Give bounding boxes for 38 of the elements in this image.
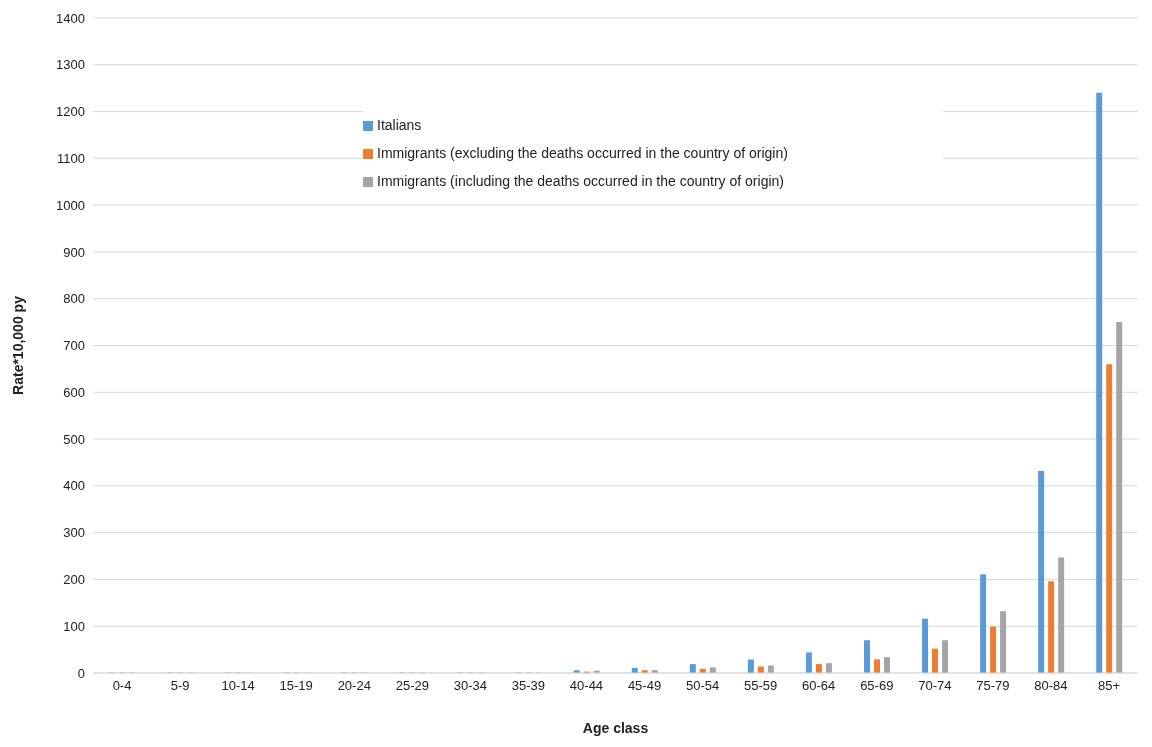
y-axis-title: Rate*10,000 py: [9, 295, 26, 395]
x-tick-label: 70-74: [918, 678, 952, 694]
x-tick-label: 15-19: [279, 678, 313, 694]
x-tick-label: 25-29: [395, 678, 429, 694]
y-tick-label: 1300: [56, 57, 85, 73]
y-tick-label: 700: [63, 338, 85, 354]
x-tick-label: 85+: [1097, 678, 1120, 694]
x-tick-label: 30-34: [453, 678, 487, 694]
legend-label: Italians: [377, 117, 422, 133]
y-tick-label: 600: [63, 384, 85, 400]
x-tick-label: 60-64: [802, 678, 836, 694]
x-tick-label: 45-49: [627, 678, 662, 694]
x-tick-label: 75-79: [976, 678, 1010, 694]
x-tick-label: 0-4: [112, 678, 132, 694]
x-tick-label: 55-59: [744, 678, 778, 694]
x-tick-label: 80-84: [1034, 678, 1068, 694]
y-tick-label: 900: [63, 244, 85, 260]
x-tick-label: 5-9: [170, 678, 190, 694]
y-tick-label: 1400: [56, 10, 85, 26]
y-tick-label: 1000: [56, 197, 85, 213]
x-axis-title: Age class: [582, 720, 649, 736]
y-tick-label: 800: [63, 291, 85, 307]
x-tick-label: 50-54: [685, 678, 720, 694]
y-tick-label: 1100: [57, 150, 85, 166]
y-tick-label: 1200: [56, 104, 85, 120]
x-tick-label: 20-24: [337, 678, 371, 694]
y-tick-label: 100: [63, 618, 85, 634]
y-tick-label: 0: [77, 665, 85, 681]
x-tick-label: 35-39: [511, 678, 546, 694]
legend-label: Immigrants (excluding the deaths occurred in the country of origin): [377, 145, 788, 161]
x-tick-label: 10-14: [221, 678, 255, 694]
y-tick-label: 200: [63, 572, 85, 588]
y-tick-label: 500: [63, 431, 85, 447]
y-tick-label: 400: [63, 478, 85, 494]
legend-label: Immigrants (including the deaths occurred in the country of origin): [377, 173, 784, 189]
y-tick-label: 300: [63, 525, 85, 541]
x-tick-label: 40-44: [569, 678, 604, 694]
x-tick-label: 65-69: [860, 678, 894, 694]
